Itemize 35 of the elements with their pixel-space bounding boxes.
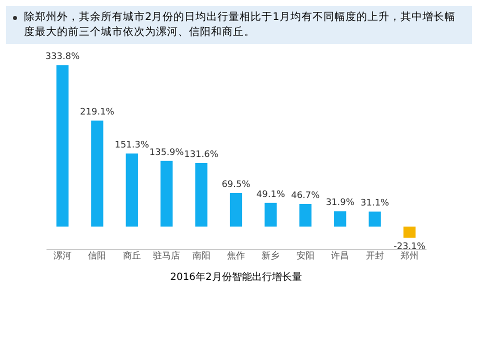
data-label: -23.1% xyxy=(394,242,426,252)
bar xyxy=(230,193,242,227)
data-label: 151.3% xyxy=(114,140,150,150)
data-label: 69.5% xyxy=(222,180,251,190)
x-tick-label: 南阳 xyxy=(192,250,210,262)
x-tick-label: 商丘 xyxy=(122,250,141,262)
bar xyxy=(126,153,138,227)
x-tick-label: 新乡 xyxy=(262,250,280,262)
data-label: 131.6% xyxy=(184,150,219,160)
bar xyxy=(403,226,416,238)
x-tick-label: 开封 xyxy=(366,250,384,262)
bar xyxy=(264,202,277,227)
text: 除郑州外，其余所有城市2月份的日均出行量相比于1月均有不同幅度的上升，其中增长幅度最大的前三个城市依次为漯河、信阳和商丘。 xyxy=(24,11,456,38)
bar xyxy=(91,120,104,227)
bar xyxy=(299,204,312,227)
bar xyxy=(195,162,208,227)
x-tick-label: 焦作 xyxy=(227,250,245,262)
data-label: 219.1% xyxy=(80,108,115,118)
x-tick-label: 信阳 xyxy=(88,250,106,262)
data-label: 31.9% xyxy=(326,198,355,208)
x-tick-label: 漯河 xyxy=(53,250,72,262)
data-label: 135.9% xyxy=(149,148,184,158)
text: 2016年2月份智能出行增长量 xyxy=(170,271,302,283)
bar xyxy=(334,211,346,227)
data-label: 31.1% xyxy=(360,198,390,209)
bar xyxy=(160,160,173,227)
x-tick-label: 安阳 xyxy=(296,250,314,262)
bar xyxy=(56,65,69,227)
x-tick-label: 许昌 xyxy=(331,250,350,262)
data-label: 46.7% xyxy=(291,191,320,202)
x-tick-label: 驻马店 xyxy=(153,250,180,262)
x-tick-label: 郑州 xyxy=(400,250,419,262)
data-label: 333.8% xyxy=(45,52,80,62)
data-label: 49.1% xyxy=(256,190,286,200)
bar xyxy=(368,212,381,227)
